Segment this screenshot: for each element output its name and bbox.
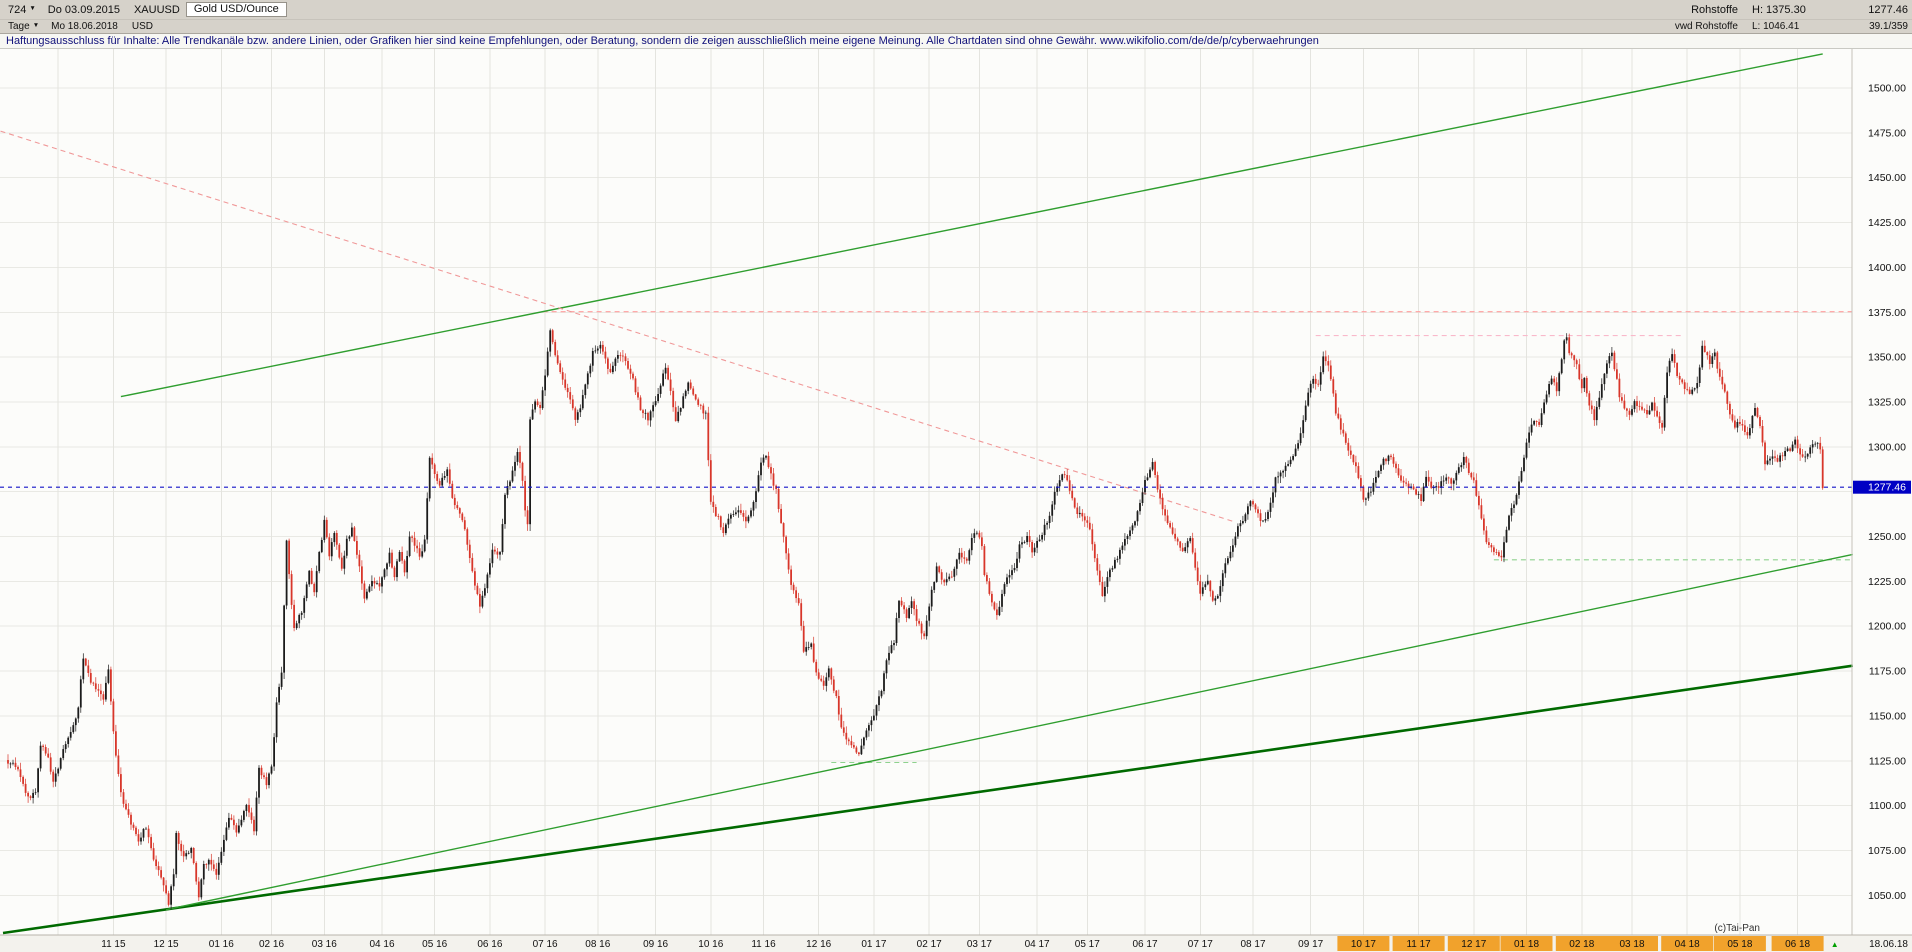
svg-text:05 17: 05 17: [1075, 939, 1100, 950]
horizontal-levels: [542, 311, 1852, 764]
chart-start-date: Do 03.09.2015: [47, 3, 120, 16]
svg-text:11 16: 11 16: [751, 939, 776, 950]
svg-text:07 16: 07 16: [533, 939, 558, 950]
svg-text:06 16: 06 16: [477, 939, 502, 950]
last-price-top: 1277.46: [1868, 3, 1908, 16]
svg-text:03 16: 03 16: [312, 939, 337, 950]
symbol-label: XAUUSD: [133, 3, 180, 16]
svg-text:1325.00: 1325.00: [1868, 396, 1906, 408]
candlestick-chart[interactable]: 1500.00 1475.00 1450.00 1425.00 1400.00 1375.…: [0, 49, 1912, 952]
disclaimer-bar: Haftungsausschluss für Inhalte: Alle Tre…: [0, 34, 1912, 49]
chart-area[interactable]: 1500.00 1475.00 1450.00 1425.00 1400.00 1375.…: [0, 49, 1912, 952]
price-axis: 1500.00 1475.00 1450.00 1425.00 1400.00 1375.…: [1851, 49, 1911, 935]
period-low: L: 1046.41: [1752, 21, 1800, 32]
svg-text:03 17: 03 17: [967, 939, 992, 950]
svg-text:08 16: 08 16: [585, 939, 610, 950]
svg-text:04 16: 04 16: [369, 939, 394, 950]
svg-text:11 15: 11 15: [101, 939, 126, 950]
svg-text:05 16: 05 16: [422, 939, 447, 950]
toolbar: 724 ▼ Do 03.09.2015 XAUUSD Gold USD/Ounc…: [0, 0, 1912, 34]
svg-text:1300.00: 1300.00: [1868, 441, 1906, 453]
svg-text:02 17: 02 17: [917, 939, 942, 950]
svg-text:1450.00: 1450.00: [1868, 172, 1906, 184]
group-label: Rohstoffe: [1691, 3, 1738, 16]
svg-text:09 17: 09 17: [1298, 939, 1323, 950]
ratio-label: 39.1/359: [1869, 21, 1908, 32]
svg-text:08 17: 08 17: [1240, 939, 1265, 950]
feed-label: vwd Rohstoffe: [1674, 21, 1738, 32]
svg-text:07 17: 07 17: [1188, 939, 1213, 950]
svg-text:1200.00: 1200.00: [1868, 621, 1906, 633]
svg-text:02 18: 02 18: [1569, 939, 1594, 950]
svg-text:12 17: 12 17: [1461, 939, 1486, 950]
bars-count-dropdown[interactable]: 724 ▼: [4, 4, 40, 16]
chart-end-date: Mo 18.06.2018: [51, 21, 118, 32]
svg-text:10 17: 10 17: [1351, 939, 1376, 950]
svg-text:02 16: 02 16: [259, 939, 284, 950]
svg-text:10 16: 10 16: [698, 939, 723, 950]
bars-count-value: 724: [8, 3, 27, 16]
svg-text:1475.00: 1475.00: [1868, 127, 1906, 139]
svg-text:1375.00: 1375.00: [1868, 307, 1906, 319]
svg-text:12 15: 12 15: [154, 939, 179, 950]
svg-text:1175.00: 1175.00: [1869, 666, 1906, 678]
copyright-label: (c)Tai-Pan: [1714, 923, 1760, 934]
svg-text:1050.00: 1050.00: [1868, 890, 1906, 902]
svg-text:09 16: 09 16: [643, 939, 668, 950]
grid: [0, 49, 1852, 935]
svg-text:06 18: 06 18: [1785, 939, 1810, 950]
last-date-label: 18.06.18: [1869, 939, 1908, 950]
period-dropdown[interactable]: Tage ▼: [4, 21, 43, 32]
svg-text:03 18: 03 18: [1619, 939, 1644, 950]
svg-text:1277.46: 1277.46: [1868, 482, 1906, 494]
instrument-name: Gold USD/Ounce: [193, 3, 279, 15]
svg-text:04 17: 04 17: [1025, 939, 1050, 950]
dropdown-arrow-icon: ▼: [32, 22, 40, 30]
svg-text:1425.00: 1425.00: [1868, 217, 1906, 229]
svg-text:05 18: 05 18: [1727, 939, 1752, 950]
instrument-field[interactable]: Gold USD/Ounce: [185, 2, 287, 17]
dropdown-arrow-icon: ▼: [29, 5, 36, 13]
svg-text:1350.00: 1350.00: [1868, 352, 1906, 364]
candles: [7, 328, 1824, 910]
svg-text:1500.00: 1500.00: [1868, 83, 1906, 95]
time-axis: 11 15 12 15 01 16 02 16 03 16 04 16 05 16 06 16…: [0, 934, 1912, 952]
svg-text:01 17: 01 17: [861, 939, 886, 950]
last-price-label: [1853, 480, 1911, 494]
disclaimer-text: Haftungsausschluss für Inhalte: Alle Tre…: [6, 35, 1319, 47]
svg-text:12 16: 12 16: [806, 939, 831, 950]
svg-text:01 18: 01 18: [1514, 939, 1539, 950]
svg-text:11 17: 11 17: [1406, 939, 1431, 950]
period-value: Tage: [8, 21, 30, 32]
svg-text:04 18: 04 18: [1675, 939, 1700, 950]
svg-text:06 17: 06 17: [1132, 939, 1157, 950]
last-bar-marker-icon: ▲: [1831, 940, 1839, 949]
svg-text:01 16: 01 16: [209, 939, 234, 950]
svg-text:1125.00: 1125.00: [1869, 755, 1906, 767]
trendlines: [0, 53, 1853, 935]
svg-text:1250.00: 1250.00: [1868, 531, 1906, 543]
svg-text:1075.00: 1075.00: [1868, 845, 1906, 857]
svg-text:1225.00: 1225.00: [1868, 576, 1906, 588]
svg-text:1100.00: 1100.00: [1869, 800, 1906, 812]
period-high: H: 1375.30: [1752, 3, 1806, 16]
svg-text:1150.00: 1150.00: [1869, 710, 1906, 722]
currency-label: USD: [131, 21, 153, 32]
svg-text:1400.00: 1400.00: [1868, 262, 1906, 274]
